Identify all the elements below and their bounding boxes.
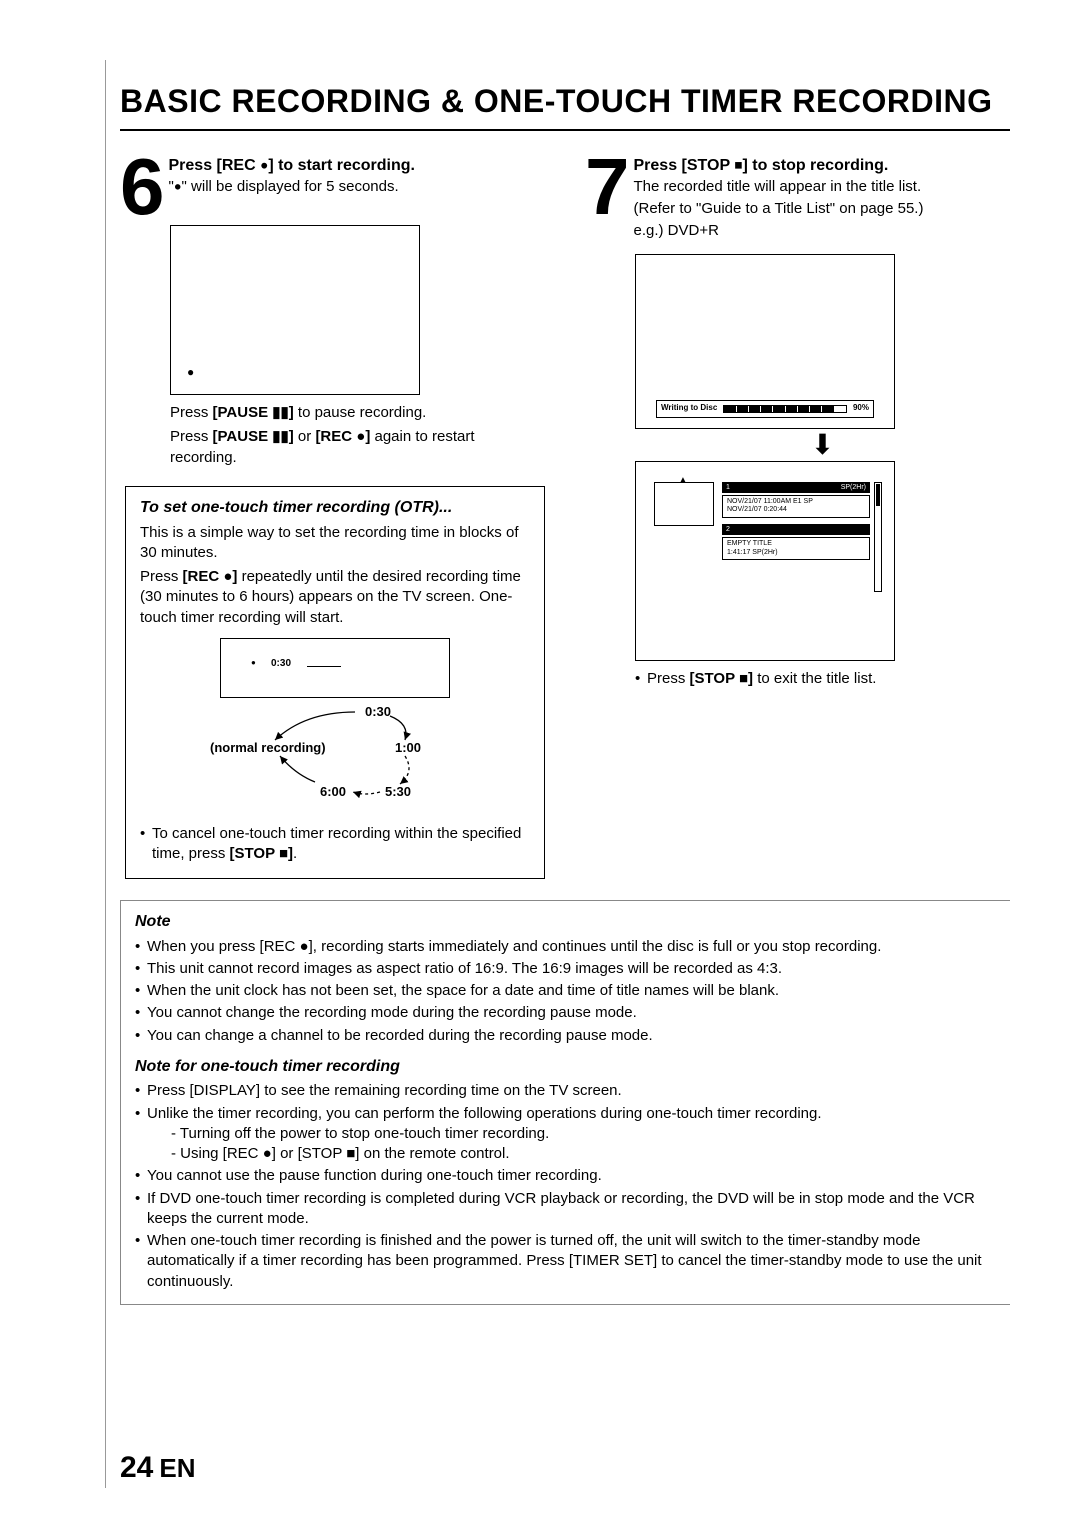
note-item: You can change a channel to be recorded … <box>135 1026 990 1046</box>
text: Press <box>140 568 183 585</box>
notes-heading: Note <box>135 911 990 933</box>
rec-dot-icon: ● <box>251 658 256 669</box>
note-item: Press [DISPLAY] to see the remaining rec… <box>135 1081 990 1101</box>
notes-sub-heading: Note for one-touch timer recording <box>135 1056 990 1078</box>
text: To cancel one-touch timer recording with… <box>152 825 521 862</box>
note-subitem: - Turning off the power to stop one-touc… <box>147 1124 990 1144</box>
thumbnail-box <box>654 482 714 526</box>
text: ] to stop recording. <box>743 157 889 174</box>
text: . <box>293 845 297 862</box>
progress-bar <box>723 405 847 413</box>
note-item: When you press [REC ●], recording starts… <box>135 937 990 957</box>
page-number-value: 24 <box>120 1451 153 1484</box>
otr-diagram: ● 0:30 0:30 (normal recording) 1:00 <box>140 638 530 814</box>
row-index: 1 <box>726 483 730 492</box>
step-7-line2: (Refer to "Guide to a Title List" on pag… <box>634 199 1011 219</box>
time-530: 5:30 <box>385 784 411 799</box>
time-030: 0:30 <box>365 704 391 719</box>
text: ] to start recording. <box>268 157 415 174</box>
step-7: 7 Press [STOP ■] to stop recording. The … <box>585 155 1010 243</box>
rec-dot-icon: ● <box>187 364 194 380</box>
note-item: When one-touch timer recording is finish… <box>135 1231 990 1292</box>
otr-cycle-svg: 0:30 (normal recording) 1:00 6:00 5:30 <box>205 704 465 814</box>
text: NOV/21/07 11:00AM E1 SP <box>727 498 865 506</box>
left-column: 6 Press [REC ●] to start recording. "●" … <box>120 155 545 879</box>
button-ref: [PAUSE ▮▮] <box>213 404 294 421</box>
writing-to-disc-screen: Writing to Disc 90% <box>635 254 895 429</box>
text: Unlike the timer recording, you can perf… <box>147 1105 822 1122</box>
step-6-subtext: "●" will be displayed for 5 seconds. <box>169 177 546 197</box>
text: EMPTY TITLE <box>727 540 865 548</box>
tv-screen-rec: ● <box>170 225 420 395</box>
button-ref: [STOP ■] <box>230 845 294 862</box>
note-item: This unit cannot record images as aspect… <box>135 959 990 979</box>
text: NOV/21/07 0:20:44 <box>727 506 865 514</box>
button-ref: [STOP ■] <box>690 670 754 687</box>
time-600: 6:00 <box>320 784 346 799</box>
scrollbar <box>874 482 882 592</box>
stop-icon: ■ <box>734 158 742 173</box>
normal-rec-label: (normal recording) <box>210 740 326 755</box>
writing-label: Writing to Disc <box>661 403 717 414</box>
title-list-screen: ▲ 1 SP(2Hr) NOV/21/07 11:00AM E1 SP NOV/… <box>635 461 895 661</box>
text: Press <box>170 404 213 421</box>
step-6-screen-area: ● Press [PAUSE ▮▮] to pause recording. P… <box>170 225 545 468</box>
note-item: When the unit clock has not been set, th… <box>135 981 990 1001</box>
row-index: 2 <box>726 525 730 534</box>
step-6-heading: Press [REC ●] to start recording. <box>169 155 546 177</box>
title-row-1-body: NOV/21/07 11:00AM E1 SP NOV/21/07 0:20:4… <box>722 495 870 518</box>
title-row-1-header: 1 SP(2Hr) <box>722 482 870 493</box>
otr-cancel-note: To cancel one-touch timer recording with… <box>140 824 530 865</box>
page-title: BASIC RECORDING & ONE-TOUCH TIMER RECORD… <box>120 80 1010 131</box>
otr-p1: This is a simple way to set the recordin… <box>140 523 530 564</box>
button-ref: [REC ●] <box>183 568 238 585</box>
text: to pause recording. <box>294 404 427 421</box>
text: Press [REC <box>169 157 261 174</box>
step-6-number: 6 <box>120 157 165 217</box>
right-column: 7 Press [STOP ■] to stop recording. The … <box>585 155 1010 879</box>
time-100: 1:00 <box>395 740 421 755</box>
otr-time-030: 0:30 <box>271 657 291 671</box>
title-row-2-body: EMPTY TITLE 1:41:17 SP(2Hr) <box>722 537 870 560</box>
note-item: You cannot change the recording mode dur… <box>135 1003 990 1023</box>
button-ref: [REC ●] <box>315 428 370 445</box>
down-arrow-icon: ⬇ <box>635 431 1010 459</box>
button-ref: [PAUSE ▮▮] <box>213 428 294 445</box>
otr-title: To set one-touch timer recording (OTR)..… <box>140 497 530 519</box>
text: Press [STOP <box>634 157 735 174</box>
step-7-line1: The recorded title will appear in the ti… <box>634 177 1011 197</box>
pause-instruction-2: Press [PAUSE ▮▮] or [REC ●] again to res… <box>170 427 545 468</box>
callout-line <box>307 666 341 667</box>
step-7-number: 7 <box>585 157 630 217</box>
text: 1:41:17 SP(2Hr) <box>727 549 865 557</box>
step-7-heading: Press [STOP ■] to stop recording. <box>634 155 1011 177</box>
note-item: You cannot use the pause function during… <box>135 1166 990 1186</box>
text: to exit the title list. <box>753 670 876 687</box>
otr-box: To set one-touch timer recording (OTR)..… <box>125 486 545 879</box>
text: Press <box>647 670 690 687</box>
title-row-2-header: 2 <box>722 524 870 535</box>
text: Press <box>170 428 213 445</box>
rec-icon: ● <box>174 178 182 193</box>
note-item: Unlike the timer recording, you can perf… <box>135 1104 990 1165</box>
otr-p2: Press [REC ●] repeatedly until the desir… <box>140 567 530 628</box>
note-item: If DVD one-touch timer recording is comp… <box>135 1189 990 1230</box>
progress-pct: 90% <box>853 403 869 414</box>
notes-box: Note When you press [REC ●], recording s… <box>120 900 1010 1305</box>
exit-title-list-note: Press [STOP ■] to exit the title list. <box>635 669 1010 689</box>
page-lang: EN <box>159 1453 195 1483</box>
otr-mini-screen: ● 0:30 <box>220 638 450 698</box>
text: " will be displayed for 5 seconds. <box>182 178 399 195</box>
row-mode: SP(2Hr) <box>841 483 866 492</box>
pause-instruction-1: Press [PAUSE ▮▮] to pause recording. <box>170 403 545 423</box>
step-6: 6 Press [REC ●] to start recording. "●" … <box>120 155 545 217</box>
step-7-line3: e.g.) DVD+R <box>634 221 1011 241</box>
page-number: 24EN <box>120 1448 196 1489</box>
note-subitem: - Using [REC ●] or [STOP ■] on the remot… <box>147 1144 990 1164</box>
text: or <box>294 428 316 445</box>
